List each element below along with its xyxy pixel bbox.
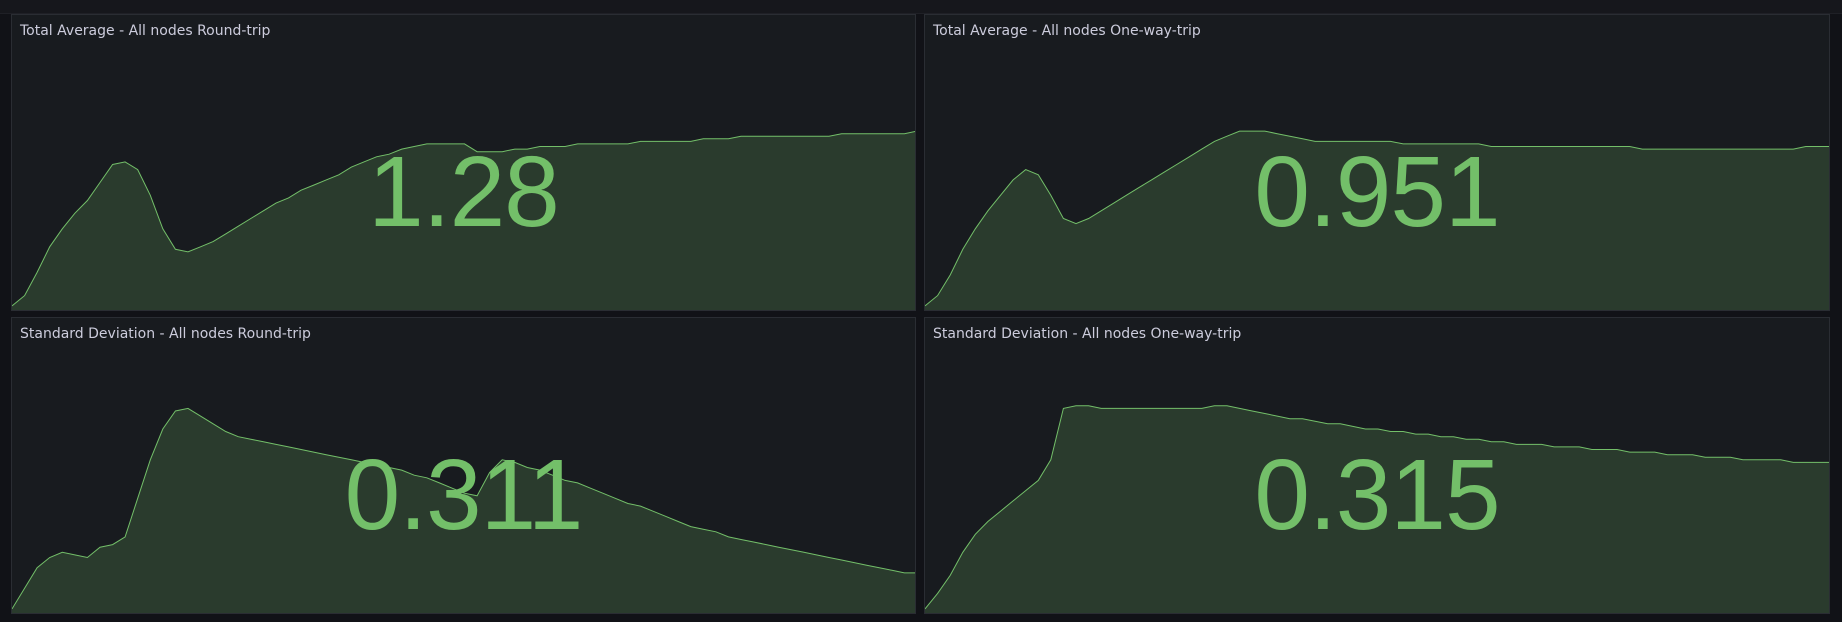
panel-std-dev-round-trip[interactable]: Standard Deviation - All nodes Round-tri… bbox=[11, 317, 916, 614]
stat-value: 0.951 bbox=[1254, 136, 1500, 248]
sparkline-area bbox=[925, 131, 1829, 310]
stat-value: 0.311 bbox=[344, 439, 584, 551]
panel-total-average-one-way-trip[interactable]: Total Average - All nodes One-way-trip 0… bbox=[924, 14, 1830, 311]
sparkline-line bbox=[12, 407, 915, 610]
stat-value: 0.315 bbox=[1254, 439, 1500, 551]
panel-title[interactable]: Standard Deviation - All nodes One-way-t… bbox=[933, 326, 1242, 342]
sparkline-line bbox=[925, 405, 1829, 610]
sparkline-line bbox=[925, 130, 1829, 307]
sparkline-line bbox=[12, 131, 915, 307]
stat-value: 1.28 bbox=[368, 136, 560, 248]
sparkline-area bbox=[12, 131, 915, 310]
panel-std-dev-one-way-trip[interactable]: Standard Deviation - All nodes One-way-t… bbox=[924, 317, 1830, 614]
sparkline-chart bbox=[925, 130, 1829, 310]
panel-title[interactable]: Total Average - All nodes Round-trip bbox=[20, 23, 271, 39]
sparkline-chart bbox=[925, 405, 1829, 613]
panel-title[interactable]: Standard Deviation - All nodes Round-tri… bbox=[20, 326, 311, 342]
sparkline-area bbox=[925, 405, 1829, 613]
sparkline-chart bbox=[12, 407, 915, 613]
panel-title[interactable]: Total Average - All nodes One-way-trip bbox=[933, 23, 1201, 39]
panel-total-average-round-trip[interactable]: Total Average - All nodes Round-trip 1.2… bbox=[11, 14, 916, 311]
sparkline-area bbox=[12, 408, 915, 613]
dashboard-top-bar bbox=[0, 0, 1842, 14]
sparkline-chart bbox=[12, 131, 915, 310]
